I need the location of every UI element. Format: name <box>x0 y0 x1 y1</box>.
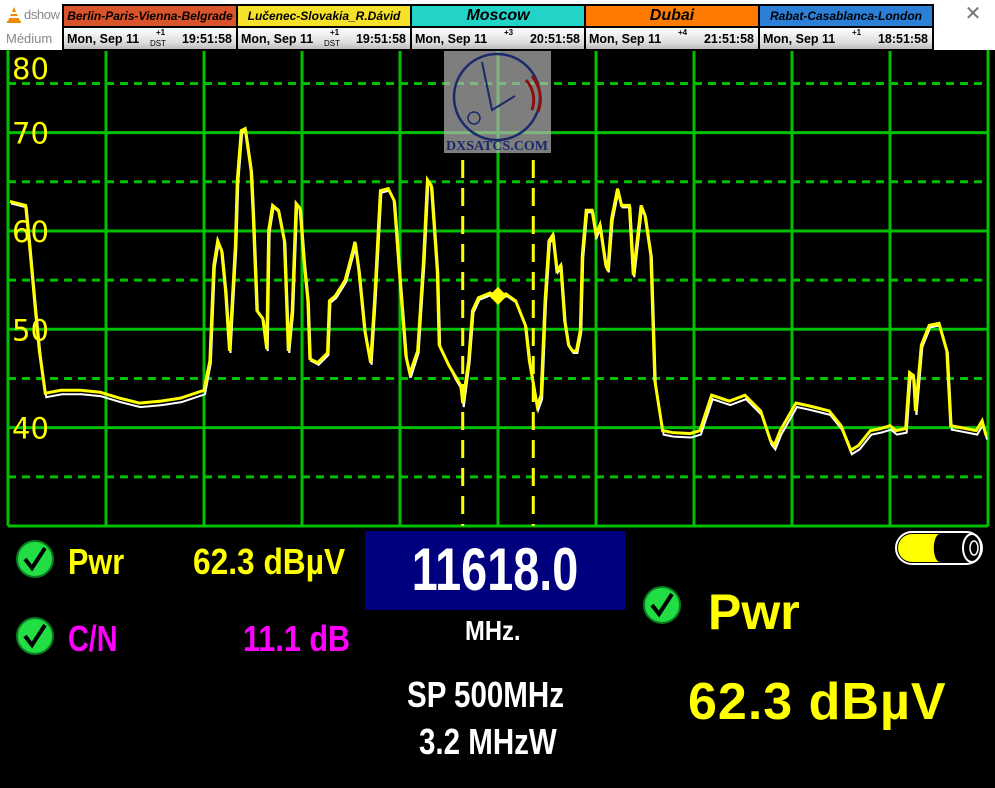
clock-dst: DST <box>150 39 166 48</box>
frequency-unit: MHz. <box>465 615 521 646</box>
check-circle-icon <box>16 617 54 655</box>
title-bar: dshow Médium Berlin-Paris-Vienna-Belgrad… <box>0 0 995 51</box>
pwr-value: 62.3 dBµV <box>193 541 346 582</box>
clock-date: Mon, Sep 11 <box>415 32 488 46</box>
vlc-cone-icon <box>7 7 21 23</box>
clock-city: Rabat-Casablanca-London <box>760 6 932 26</box>
clock-city: Lučenec-Slovakia_R.Dávid <box>238 6 410 26</box>
traces <box>9 126 989 456</box>
clock-time-row: Mon, Sep 11 +1 DST 19:51:58 <box>238 28 410 49</box>
markers <box>461 160 535 526</box>
clock-date: Mon, Sep 11 <box>241 32 314 46</box>
rbw-value: 3.2 MHzW <box>419 721 557 762</box>
frequency-value: 11618.0 <box>411 536 579 603</box>
clock-city: Dubai <box>586 6 758 26</box>
close-icon[interactable]: ✕ <box>964 3 982 25</box>
span-value: SP 500MHz <box>407 674 564 715</box>
clock-time: 20:51:58 <box>529 32 580 46</box>
check-circle-icon <box>16 540 54 578</box>
clock-time-row: Mon, Sep 11 +1 18:51:58 <box>760 28 932 49</box>
cn-value: 11.1 dB <box>243 618 351 659</box>
world-clocks: Berlin-Paris-Vienna-Belgrade Mon, Sep 11… <box>62 4 934 51</box>
clock-date: Mon, Sep 11 <box>763 32 836 46</box>
clock-1: Lučenec-Slovakia_R.Dávid Mon, Sep 11 +1 … <box>238 6 410 49</box>
clock-time: 21:51:58 <box>703 32 754 46</box>
y-tick-label: 40 <box>12 412 49 446</box>
battery-icon <box>895 531 983 565</box>
clock-3: Dubai Mon, Sep 11 +4 21:51:58 <box>586 6 758 49</box>
marker-diamond <box>489 286 507 305</box>
clock-offset: +1 <box>852 28 862 37</box>
clock-date: Mon, Sep 11 <box>67 32 140 46</box>
big-pwr-label: Pwr <box>708 584 800 640</box>
y-tick-label: 50 <box>12 313 49 347</box>
clock-offset: +4 <box>678 28 688 37</box>
clock-offset: +3 <box>504 28 514 37</box>
clock-time-row: Mon, Sep 11 +3 20:51:58 <box>412 28 584 49</box>
clock-date: Mon, Sep 11 <box>589 32 662 46</box>
check-circle-icon <box>643 586 681 624</box>
clock-offset: +1 <box>156 28 166 37</box>
clock-city: Moscow <box>412 6 584 26</box>
clock-offset: +1 <box>330 28 340 37</box>
clock-time: 19:51:58 <box>355 32 406 46</box>
clock-2: Moscow Mon, Sep 11 +3 20:51:58 <box>412 6 584 49</box>
clock-time: 19:51:58 <box>181 32 232 46</box>
pwr-label: Pwr <box>68 541 125 582</box>
spectrum-trace <box>9 126 988 453</box>
frequency-display[interactable]: 11618.0 <box>365 531 625 610</box>
clock-0: Berlin-Paris-Vienna-Belgrade Mon, Sep 11… <box>64 6 236 49</box>
clock-time: 18:51:58 <box>877 32 928 46</box>
app-name: dshow <box>24 7 60 22</box>
cn-label: C/N <box>68 618 118 659</box>
dxsatcs-logo: DXSATCS.COM <box>444 50 551 154</box>
window-subtitle: Médium <box>6 31 53 46</box>
clock-4: Rabat-Casablanca-London Mon, Sep 11 +1 1… <box>760 6 932 49</box>
y-tick-label: 80 <box>12 52 49 86</box>
clock-city: Berlin-Paris-Vienna-Belgrade <box>64 6 236 26</box>
y-tick-label: 70 <box>12 117 49 151</box>
clock-time-row: Mon, Sep 11 +1 DST 19:51:58 <box>64 28 236 49</box>
logo-text: DXSATCS.COM <box>446 139 548 154</box>
clock-time-row: Mon, Sep 11 +4 21:51:58 <box>586 28 758 49</box>
clock-dst: DST <box>324 39 340 48</box>
big-pwr-value: 62.3 dBµV <box>688 673 947 731</box>
